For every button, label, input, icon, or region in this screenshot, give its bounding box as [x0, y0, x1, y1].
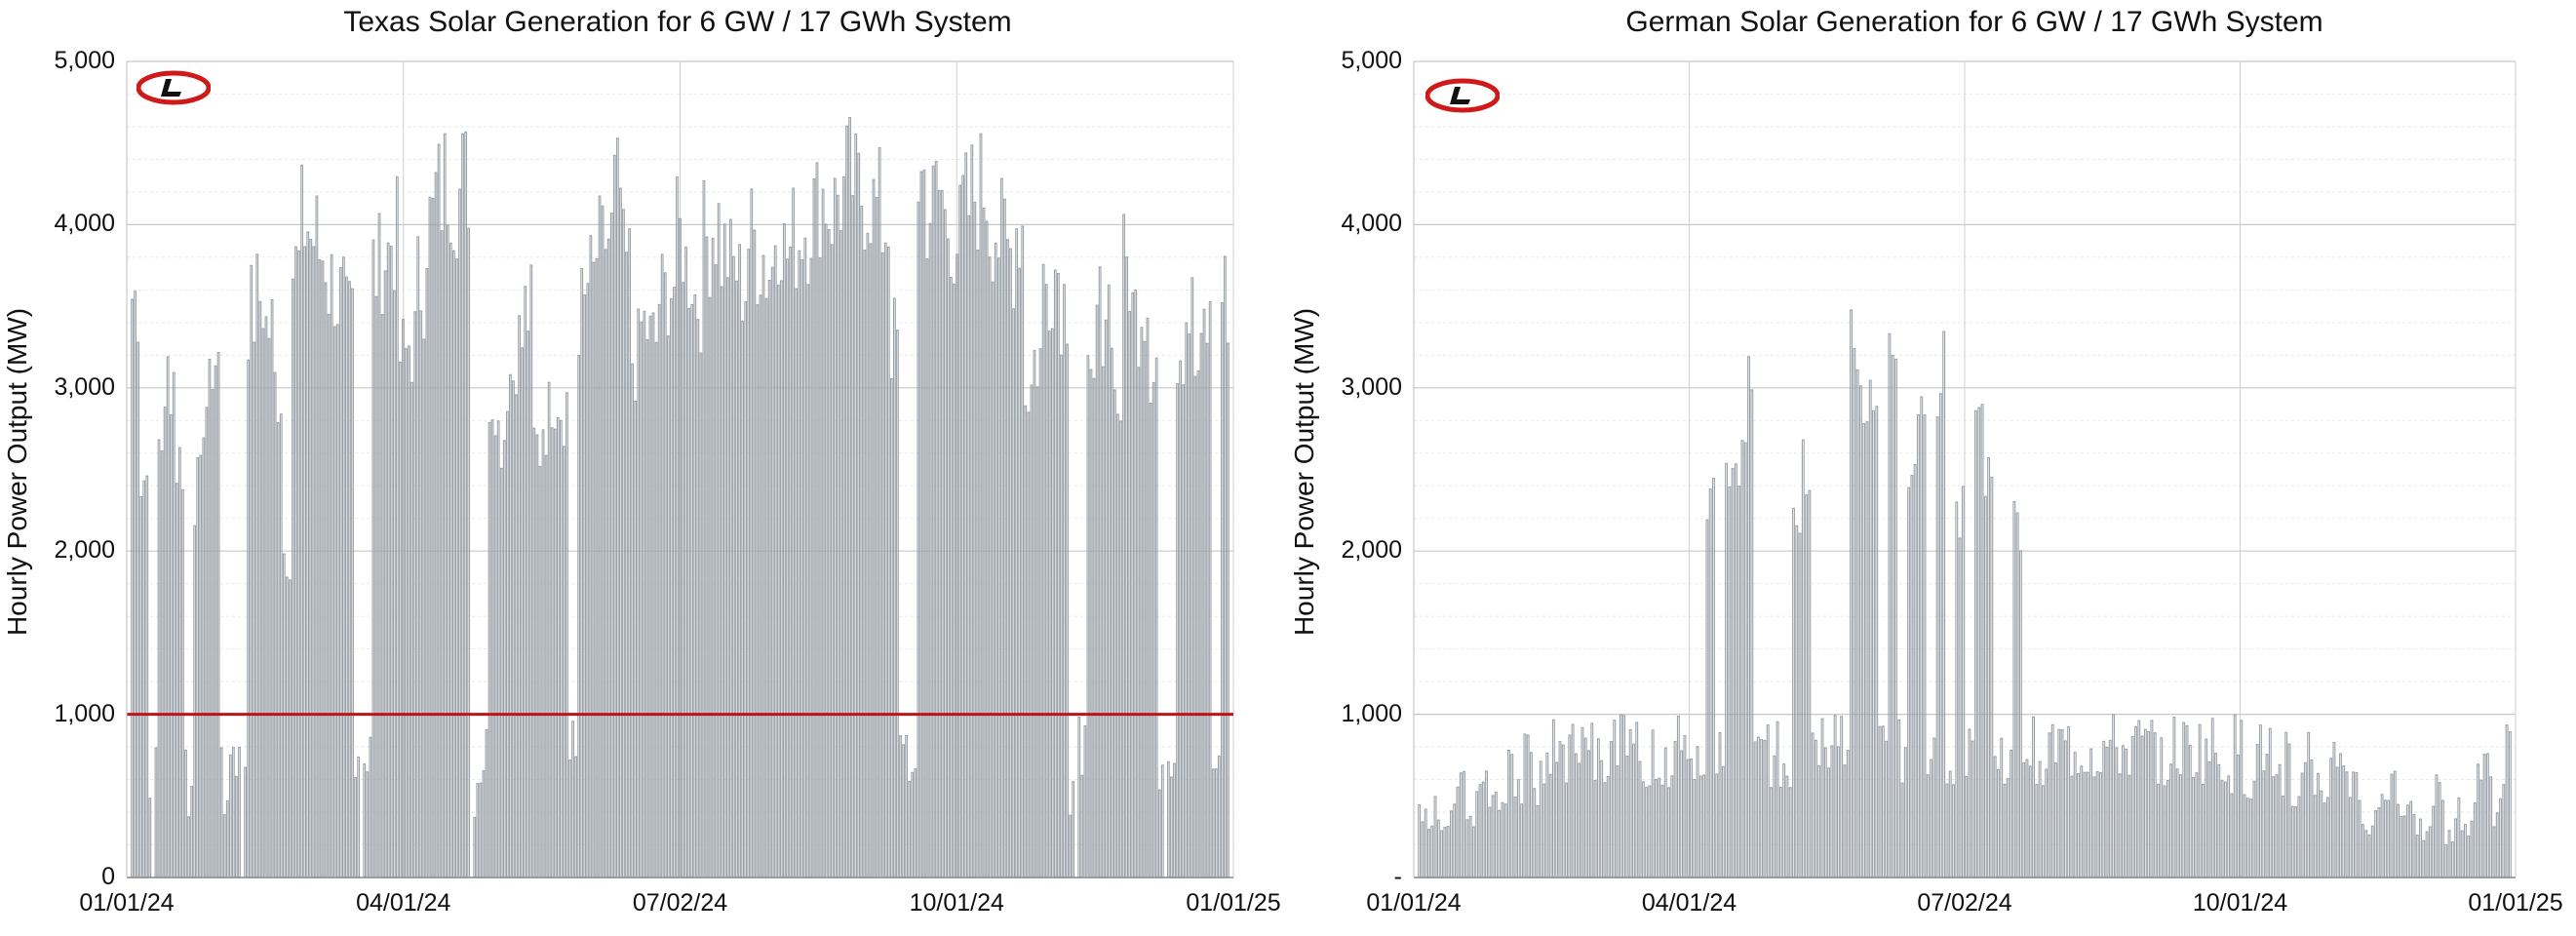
y-tick-label: 3,000: [1341, 372, 1402, 401]
x-tick-label: 01/01/24: [1366, 889, 1462, 916]
x-tick-label: 01/01/24: [79, 889, 175, 916]
x-tick-label: 10/01/24: [909, 889, 1004, 916]
chart-title: German Solar Generation for 6 GW / 17 GW…: [1625, 6, 2323, 38]
x-tick-label: 10/01/24: [2192, 889, 2288, 916]
y-tick-label: 2,000: [1341, 536, 1402, 565]
y-tick-label: 3,000: [54, 372, 115, 401]
chart-title: Texas Solar Generation for 6 GW / 17 GWh…: [343, 6, 1012, 38]
y-tick-label: -: [1393, 863, 1402, 890]
y-tick-label: 0: [101, 863, 115, 890]
y-tick-label: 2,000: [54, 536, 115, 565]
x-tick-label: 04/01/24: [1641, 889, 1737, 916]
y-tick-label: 4,000: [54, 210, 115, 238]
x-tick-label: 04/01/24: [356, 889, 451, 916]
texas-plot-area: [126, 60, 1234, 878]
y-tick-label: 4,000: [1341, 210, 1402, 238]
german-plot-area: [1413, 60, 2517, 878]
german-chart-panel: German Solar Generation for 6 GW / 17 GW…: [1287, 0, 2576, 936]
y-tick-label: 5,000: [1341, 47, 1402, 74]
texas-chart-panel: Texas Solar Generation for 6 GW / 17 GWh…: [0, 0, 1281, 936]
y-tick-label: 1,000: [1341, 699, 1402, 727]
x-tick-label: 01/01/25: [2468, 889, 2563, 916]
x-tick-label: 07/02/24: [632, 889, 728, 916]
y-tick-label: 1,000: [54, 699, 115, 727]
x-tick-label: 01/01/25: [1186, 889, 1281, 916]
x-tick-label: 07/02/24: [1917, 889, 2012, 916]
y-tick-label: 5,000: [54, 47, 115, 74]
